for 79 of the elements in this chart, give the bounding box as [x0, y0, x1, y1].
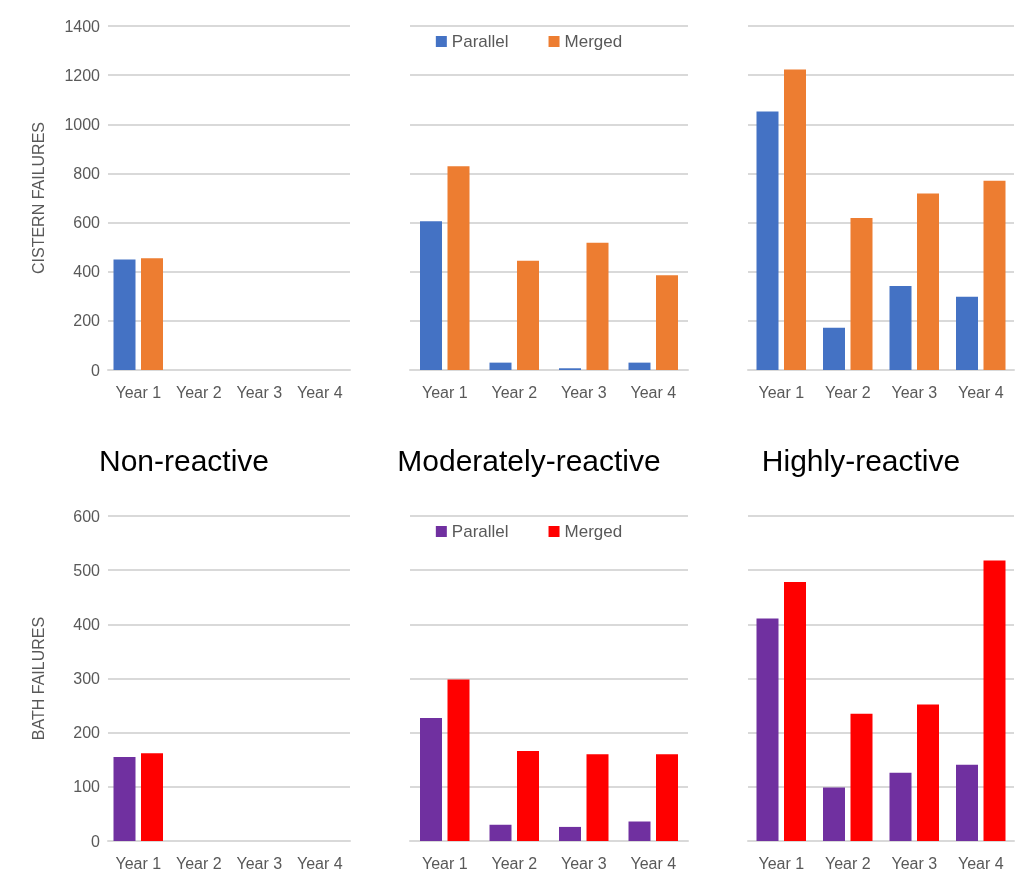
x-tick-label: Year 4: [630, 854, 677, 872]
bar: [447, 166, 470, 370]
bar: [850, 713, 873, 841]
bar: [784, 69, 806, 370]
y-tick-label: 0: [91, 832, 101, 850]
text: Moderately-reactive: [397, 443, 661, 477]
x-tick-label: Year 3: [560, 383, 607, 401]
y-tick-label: 500: [73, 561, 101, 579]
y-tick-label: 1000: [64, 115, 101, 133]
x-tick-label: Year 1: [758, 383, 805, 401]
bar: [517, 751, 539, 841]
legend-label: Parallel: [451, 522, 509, 541]
x-tick-label: Year 1: [758, 854, 805, 872]
bar: [983, 180, 1006, 370]
bar: [889, 772, 912, 841]
bar: [656, 754, 678, 841]
y-tick-label: 600: [73, 507, 101, 525]
bar: [420, 718, 442, 841]
x-tick-label: Year 4: [957, 854, 1004, 872]
y-tick-label: 200: [73, 312, 101, 330]
legend-label: Merged: [564, 522, 623, 541]
bar: [956, 296, 978, 370]
x-tick-label: Year 3: [891, 383, 938, 401]
text: Non-reactive: [98, 443, 270, 477]
x-tick-label: Year 1: [115, 854, 162, 872]
bar: [983, 560, 1006, 841]
x-tick-label: Year 2: [491, 383, 538, 401]
bar: [628, 362, 651, 370]
bar: [823, 327, 845, 370]
y-tick-label: 1400: [64, 17, 101, 35]
x-tick-label: Year 3: [891, 854, 938, 872]
x-tick-label: Year 4: [630, 383, 677, 401]
y-tick-label: 800: [73, 164, 101, 182]
y-axis-title: BATH FAILURES: [29, 616, 47, 741]
bar: [823, 787, 845, 841]
y-axis-title: CISTERN FAILURES: [29, 121, 47, 275]
bar: [489, 824, 512, 841]
y-tick-label: 400: [73, 263, 101, 281]
legend-label: Merged: [564, 32, 623, 51]
bar: [850, 217, 873, 370]
bar: [489, 362, 512, 370]
x-tick-label: Year 4: [957, 383, 1004, 401]
bar: [586, 754, 609, 841]
x-tick-label: Year 1: [115, 383, 162, 401]
bar: [917, 704, 939, 841]
x-tick-label: Year 2: [491, 854, 538, 872]
x-tick-label: Year 3: [236, 854, 283, 872]
bar: [656, 275, 678, 370]
bar: [917, 193, 939, 370]
y-tick-label: 600: [73, 214, 101, 232]
bar: [889, 285, 912, 370]
y-tick-label: 400: [73, 615, 101, 633]
x-tick-label: Year 1: [421, 854, 468, 872]
x-tick-label: Year 1: [421, 383, 468, 401]
bar: [586, 242, 609, 370]
y-tick-label: 300: [73, 670, 101, 687]
bar: [756, 618, 779, 841]
y-tick-label: 1200: [64, 66, 101, 84]
x-tick-label: Year 2: [175, 854, 222, 872]
text: Highly-reactive: [761, 443, 961, 477]
legend-label: Parallel: [451, 32, 509, 51]
bar: [784, 582, 806, 841]
y-tick-label: 200: [73, 724, 101, 742]
x-tick-label: Year 2: [175, 383, 222, 401]
bar: [756, 111, 779, 370]
x-tick-label: Year 2: [824, 854, 871, 872]
bar: [559, 826, 581, 841]
x-tick-label: Year 3: [236, 383, 283, 401]
x-tick-label: Year 2: [824, 383, 871, 401]
bar: [420, 221, 442, 370]
bar: [447, 679, 470, 841]
bar: [956, 764, 978, 841]
x-tick-label: Year 3: [560, 854, 607, 872]
y-tick-label: 0: [91, 361, 101, 379]
y-tick-label: 100: [73, 778, 101, 796]
x-tick-label: Year 4: [296, 854, 343, 872]
bar: [517, 260, 539, 370]
x-tick-label: Year 4: [296, 383, 343, 401]
bar: [628, 821, 651, 841]
